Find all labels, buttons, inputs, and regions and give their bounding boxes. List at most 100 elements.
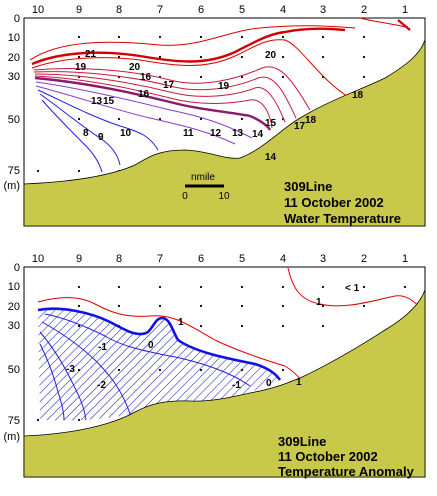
bottom-title: 309Line 11 October 2002 Temperature Anom…: [278, 434, 415, 479]
contour-label: 20: [265, 50, 277, 61]
depth-tick: 10: [8, 32, 20, 44]
contour-label: 16: [140, 72, 152, 83]
top-cool-contours: [37, 89, 159, 173]
top-panel: 10 9 8 7 6 5 4 3 2 1 0 10 20 30 50 75 (m…: [4, 4, 426, 227]
bottom-zero-contour: [37, 307, 282, 381]
scale-bar-start: 0: [182, 191, 188, 202]
station-tick: 4: [280, 253, 286, 265]
station-tick: 1: [402, 253, 408, 265]
negative-anomaly-hatch: [38, 308, 280, 421]
contour-label: 1: [178, 317, 184, 328]
depth-unit: (m): [4, 431, 21, 443]
title-line: 309Line: [284, 179, 332, 194]
contour-label: 20: [129, 62, 141, 73]
scale-bar-end: 10: [218, 191, 230, 202]
bottom-seafloor-land: [23, 289, 426, 478]
contour-label: < 1: [345, 283, 360, 294]
title-line: 11 October 2002: [278, 449, 378, 464]
depth-tick: 0: [14, 13, 20, 25]
bottom-negative-contours: [39, 313, 251, 421]
contour-label: 0: [148, 340, 154, 351]
title-line: Water Temperature: [284, 211, 401, 226]
station-tick: 9: [76, 253, 82, 265]
contour-label: 19: [218, 81, 230, 92]
station-tick: 2: [361, 4, 367, 16]
contour-label: 1: [296, 377, 302, 388]
contour-label: 18: [352, 90, 364, 101]
contour-label: 8: [83, 128, 89, 139]
contour-label: 14: [252, 129, 264, 140]
station-tick: 10: [32, 253, 44, 265]
top-warm-contours: [29, 17, 406, 99]
contour-label: 1: [316, 297, 322, 308]
top-depth-ticks: 0 10 20 30 50 75 (m): [4, 13, 21, 192]
contour-label: 10: [120, 128, 132, 139]
station-tick: 7: [157, 253, 163, 265]
contour-label: 21: [85, 49, 97, 60]
top-bold-contour-20: [31, 27, 346, 66]
contour-label: 9: [98, 132, 104, 143]
station-tick: 8: [116, 4, 122, 16]
top-sample-dots: [36, 35, 366, 173]
station-tick: 3: [320, 4, 326, 16]
contour-label: 18: [305, 115, 317, 126]
depth-unit: (m): [4, 180, 21, 192]
contour-label: 15: [103, 96, 115, 107]
depth-tick: 10: [8, 281, 20, 293]
contour-label: 11: [183, 128, 194, 139]
station-tick: 3: [320, 253, 326, 265]
station-tick: 5: [239, 4, 245, 16]
contour-label: 0: [266, 378, 272, 389]
bottom-positive-contours: [37, 267, 425, 385]
station-tick: 8: [116, 253, 122, 265]
contour-label: 14: [265, 152, 277, 163]
contour-label: 17: [294, 121, 306, 132]
top-station-ticks: 10 9 8 7 6 5 4 3 2 1: [32, 4, 408, 16]
depth-tick: 0: [14, 262, 20, 274]
bottom-panel: 10 9 8 7 6 5 4 3 2 1 0 10 20 30 50 75 (m…: [4, 253, 426, 479]
depth-tick: 30: [8, 320, 20, 332]
bottom-contour-labels: < 1 1 1 0 -1 0 -1 -2 -3 1: [66, 283, 360, 391]
station-tick: 6: [198, 253, 204, 265]
contour-label: -1: [98, 342, 107, 353]
contour-label: 13: [91, 96, 103, 107]
depth-tick: 75: [8, 165, 20, 177]
bottom-depth-ticks: 0 10 20 30 50 75 (m): [4, 262, 21, 443]
station-tick: 5: [239, 253, 245, 265]
station-tick: 9: [76, 4, 82, 16]
top-mid-contours: [35, 81, 253, 145]
depth-tick: 50: [8, 364, 20, 376]
contour-label: 12: [210, 128, 222, 139]
depth-tick: 75: [8, 415, 20, 427]
station-tick: 2: [361, 253, 367, 265]
title-line: Temperature Anomaly: [278, 464, 415, 479]
depth-tick: 20: [8, 301, 20, 313]
title-line: 11 October 2002: [284, 195, 384, 210]
top-seafloor-land: [23, 39, 426, 227]
depth-tick: 30: [8, 71, 20, 83]
contour-label: -3: [66, 364, 75, 375]
depth-tick: 20: [8, 52, 20, 64]
station-tick: 10: [32, 4, 44, 16]
top-title: 309Line 11 October 2002 Water Temperatur…: [284, 179, 401, 226]
contour-label: 13: [232, 128, 244, 139]
top-thermocline-bold: [34, 76, 272, 131]
station-tick: 1: [402, 4, 408, 16]
top-thermocline-contours: [33, 66, 311, 129]
contour-label: 15: [265, 118, 277, 129]
contour-label: 19: [75, 62, 87, 73]
depth-tick: 50: [8, 114, 20, 126]
top-contour-labels: 21 20 20 19 18 17 16 15 14 13 13 12 11 1…: [75, 49, 364, 163]
contour-label: 17: [163, 80, 175, 91]
station-tick: 7: [157, 4, 163, 16]
top-scale-bar: nmile 0 10: [182, 172, 230, 202]
contour-label: 16: [138, 89, 150, 100]
top-bold-contour-edge: [397, 19, 411, 31]
bottom-station-ticks: 10 9 8 7 6 5 4 3 2 1: [32, 253, 408, 265]
contour-label: -1: [232, 380, 241, 391]
contour-label: -2: [97, 380, 106, 391]
station-tick: 4: [280, 4, 286, 16]
title-line: 309Line: [278, 434, 326, 449]
scale-bar-label: nmile: [191, 172, 215, 183]
